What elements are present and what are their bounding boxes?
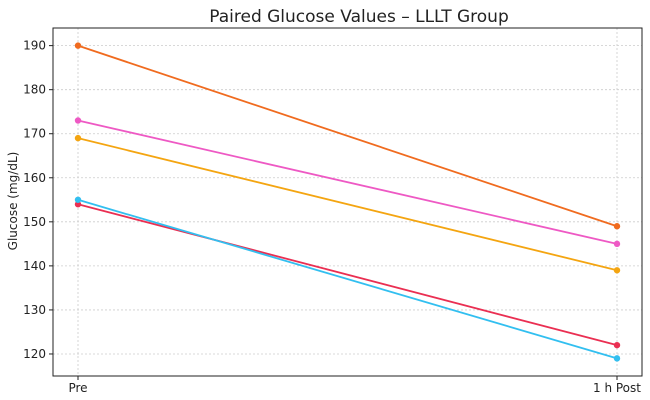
data-point	[613, 223, 621, 230]
plot-frame	[52, 27, 643, 377]
data-point	[613, 267, 621, 274]
data-point	[74, 201, 82, 208]
grid	[53, 28, 642, 376]
y-tick-label: 180	[23, 83, 46, 97]
series-line	[77, 203, 618, 347]
chart-title: Paired Glucose Values – LLLT Group	[209, 7, 509, 27]
y-tick-label: 170	[23, 127, 46, 141]
series-3	[74, 134, 621, 274]
series-line	[77, 44, 618, 228]
axes: 120 130 140 150 160 170 180 190 Pre 1 h Post	[23, 27, 643, 395]
y-tick-label: 190	[23, 39, 46, 53]
series-1	[74, 42, 621, 230]
series-5	[74, 196, 621, 362]
data-point	[74, 117, 82, 124]
data-point	[74, 134, 82, 142]
y-tick-label: 160	[23, 171, 46, 185]
y-tick-label: 150	[23, 215, 46, 229]
x-tick-label: 1 h Post	[593, 381, 641, 395]
data-point	[613, 240, 621, 248]
series-line	[77, 137, 618, 272]
data-point	[74, 196, 82, 203]
x-tick-label: Pre	[68, 381, 87, 395]
data-point	[74, 42, 82, 49]
y-tick-label: 140	[23, 259, 46, 273]
series-line	[77, 119, 618, 245]
y-axis-label: Glucose (mg/dL)	[6, 152, 20, 251]
series-line	[77, 198, 618, 360]
y-tick-label: 120	[23, 347, 46, 361]
y-tick-label: 130	[23, 303, 46, 317]
series-2	[74, 117, 621, 248]
data-point	[613, 355, 621, 362]
data-point	[613, 341, 621, 349]
series-layer	[74, 42, 621, 362]
series-4	[74, 201, 621, 349]
